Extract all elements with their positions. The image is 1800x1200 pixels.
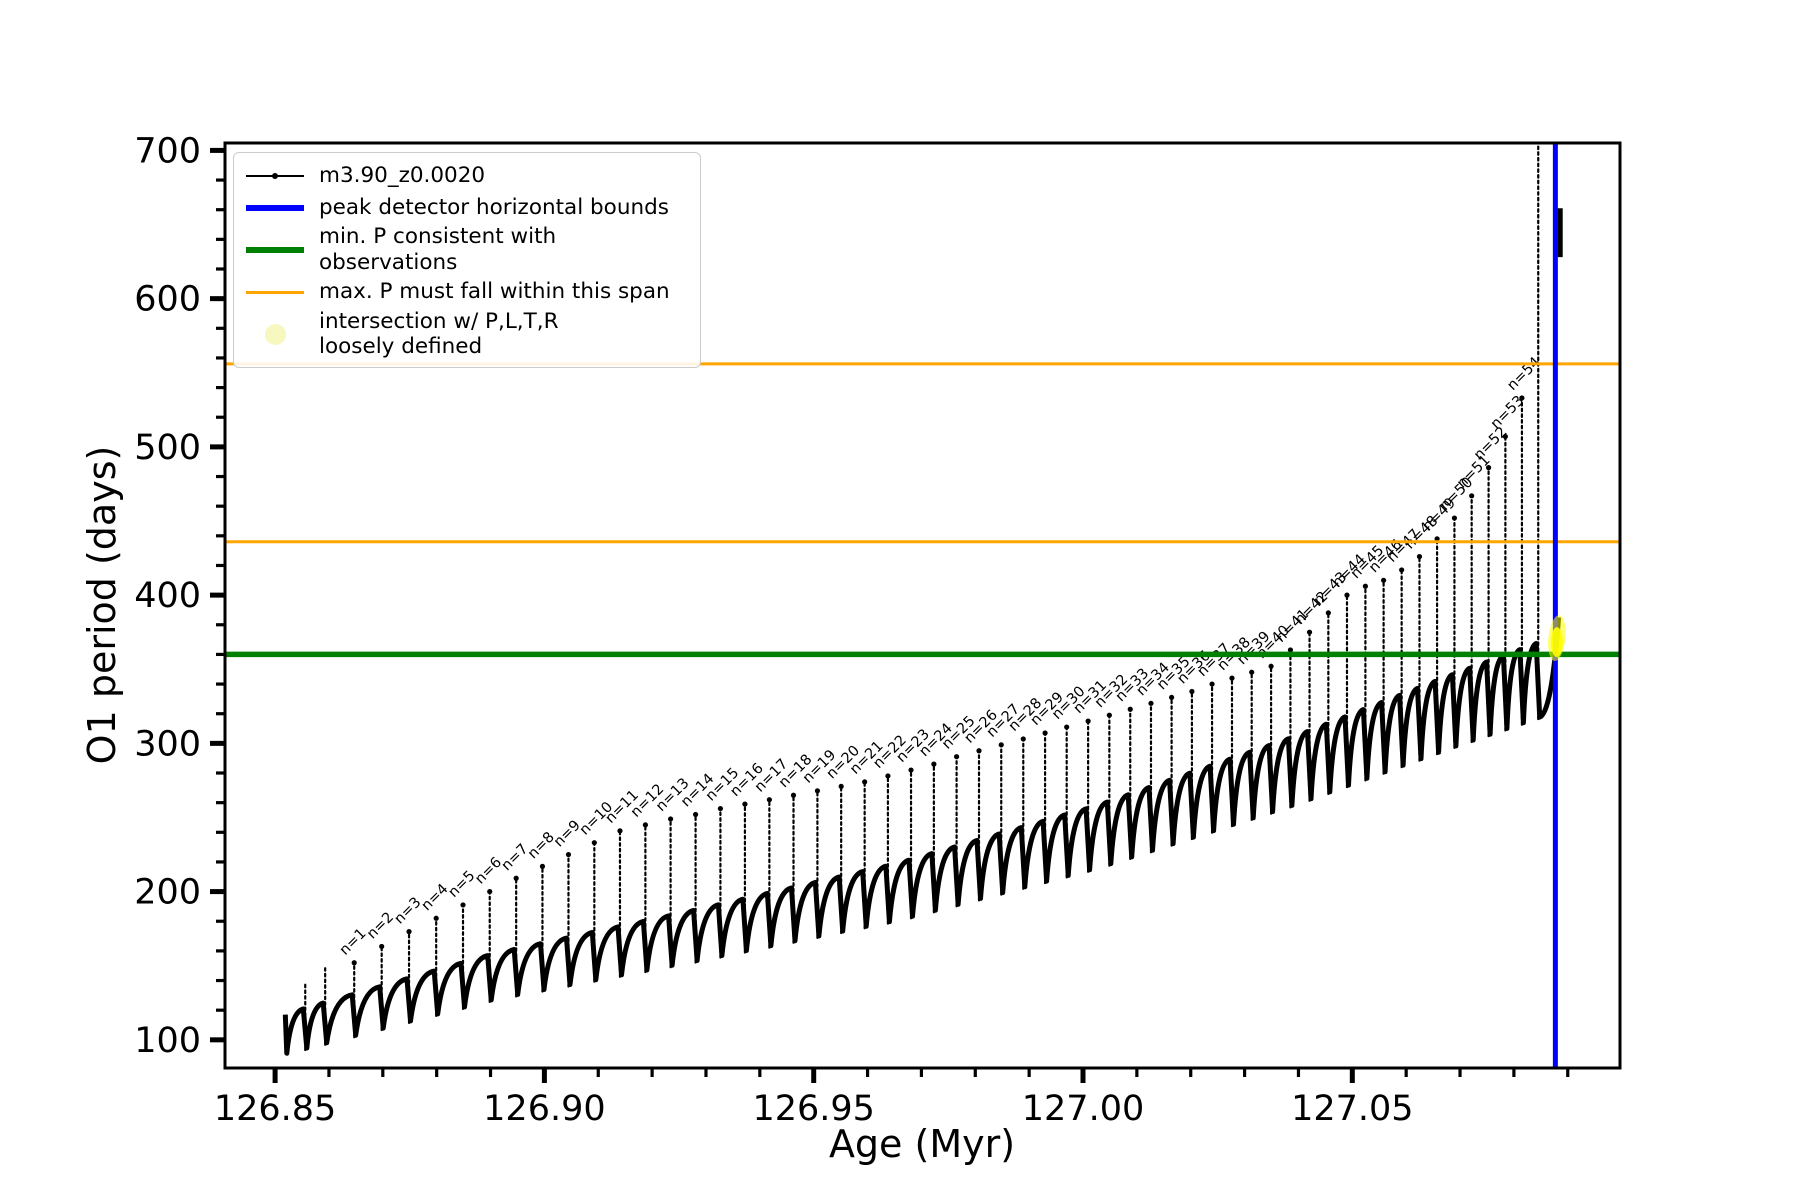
legend-entry-label: m3.90_z0.0020 <box>319 162 486 188</box>
orange-line-swatch <box>246 279 304 305</box>
pulse-spike-tip <box>862 779 868 785</box>
axes-spines <box>223 141 1622 1070</box>
pulse-spike-tip <box>1381 577 1387 583</box>
pulse-spike-tip <box>1169 694 1175 701</box>
pulse-spike-tip <box>885 773 891 779</box>
pulse-spike-tip <box>565 851 572 858</box>
pulse-spike-tip <box>460 902 466 908</box>
legend-entry-intersection: intersection w/ P,L,T,R loosely defined <box>246 309 688 361</box>
pulse-spike-tip <box>487 888 493 895</box>
pulse-label: n=7 <box>499 841 532 874</box>
pulse-spike-tip <box>1362 583 1368 589</box>
pulse-spike-tip <box>766 797 772 803</box>
pulse-spike-tip <box>1416 553 1423 560</box>
y-tick-label: 300 <box>134 724 201 764</box>
x-axis-title: Age (Myr) <box>828 1122 1016 1166</box>
x-tick-label: 127.05 <box>1291 1089 1413 1129</box>
pulse-label: n=3 <box>392 895 425 928</box>
y-tick-label: 700 <box>134 131 201 171</box>
legend-entry-max-p: max. P must fall within this span <box>246 277 688 308</box>
pulse-spike-tip <box>667 816 674 822</box>
pulse-label: n=5 <box>446 868 479 901</box>
pulse-spike-tip <box>1287 647 1294 653</box>
pulse-spike-tip <box>1085 718 1091 724</box>
pulse-spike-tip <box>1064 724 1070 730</box>
pulse-spike-tip <box>351 960 357 966</box>
pulse-spike-tip <box>1268 663 1274 669</box>
pulse-spike-tip <box>742 801 748 807</box>
y-tick-label: 400 <box>134 576 201 616</box>
pulse-spike-tip <box>591 840 597 846</box>
y-tick-label: 500 <box>134 428 201 468</box>
legend-entry-min-p: min. P consistent with observations <box>246 224 688 276</box>
pulse-spike-tip <box>1434 536 1440 542</box>
pulse-spike-tip <box>976 748 982 754</box>
legend-entry-label: intersection w/ P,L,T,R loosely defined <box>319 308 559 360</box>
pulse-spike-tip <box>1451 515 1458 521</box>
pulse-spike-tip <box>1485 465 1492 471</box>
pulse-spike-tip <box>1306 629 1313 635</box>
legend-entry-label: min. P consistent with observations <box>319 224 557 275</box>
green-line-swatch <box>246 237 304 263</box>
y-tick-label: 600 <box>134 280 201 320</box>
pulse-spike-tip <box>1344 592 1350 598</box>
pulse-spike-tip <box>1229 675 1235 681</box>
y-tick-label: 200 <box>134 873 201 913</box>
pulse-spike-tip <box>1209 681 1215 687</box>
pulse-spike-tip <box>838 783 844 789</box>
pulse-spike-tip <box>1399 567 1405 573</box>
pulse-spike-tip <box>953 754 960 760</box>
pulse-spike-tip <box>814 788 821 794</box>
series-curve <box>282 617 1562 1056</box>
pulse-spike-tip <box>1189 688 1195 695</box>
yellow-dot-swatch <box>246 321 304 347</box>
pulse-spike-tip <box>998 742 1004 748</box>
x-tick-label: 127.00 <box>1022 1089 1144 1129</box>
pulse-spike-tip <box>539 863 546 869</box>
pulse-spike-tip <box>908 767 914 773</box>
pulse-spike-tip <box>692 811 699 818</box>
pulse-spike-tip <box>790 792 797 798</box>
pulse-label: n=6 <box>472 854 505 887</box>
x-tick-label: 126.95 <box>752 1089 874 1129</box>
legend: m3.90_z0.0020 peak detector horizontal b… <box>233 152 701 369</box>
pulse-label: n=9 <box>551 817 584 850</box>
series-line-dot-swatch <box>246 163 304 189</box>
legend-entry-peak-detector: peak detector horizontal bounds <box>246 192 688 223</box>
pulse-spike-tip <box>1502 433 1508 440</box>
x-tick-label: 126.85 <box>214 1089 336 1129</box>
pulse-spike-tip <box>1020 736 1026 742</box>
pulse-spike-tip <box>717 805 724 812</box>
blue-line-swatch <box>246 195 304 221</box>
pulse-spike-tip <box>1325 610 1331 616</box>
legend-entry-series: m3.90_z0.0020 <box>246 160 688 191</box>
pulse-spike-tip <box>642 822 648 828</box>
pulse-spike-tip <box>1042 730 1048 736</box>
pulse-spike-tip <box>433 915 439 921</box>
intersection-marker-core <box>1550 627 1563 658</box>
pulse-spike-tip <box>513 875 519 881</box>
legend-entry-label: max. P must fall within this span <box>319 279 670 305</box>
pulse-label: n=4 <box>419 881 452 914</box>
pulse-spike-tip <box>1249 669 1255 675</box>
axis-ticks: 126.85 126.90 126.95 127.00 127.05 100 200 300 4… <box>134 131 1570 1129</box>
pulse-spike-tip <box>1469 493 1475 499</box>
pulse-spike-tip <box>1127 706 1133 712</box>
pulse-spike-tip <box>1106 712 1112 718</box>
x-tick-label: 126.90 <box>483 1089 605 1129</box>
pulse-spike-tip <box>617 828 623 834</box>
pulse-spike-tip <box>379 943 385 950</box>
legend-entry-label: peak detector horizontal bounds <box>319 194 669 220</box>
pulse-label: n=8 <box>525 829 558 862</box>
pulse-spike-tip <box>406 929 412 935</box>
y-axis-title: O1 period (days) <box>80 445 124 765</box>
pulse-spike-tip <box>1148 700 1154 706</box>
pulse-spike-tip <box>931 761 937 767</box>
pulse-spike-tip <box>1519 395 1525 401</box>
y-tick-label: 100 <box>134 1021 201 1061</box>
